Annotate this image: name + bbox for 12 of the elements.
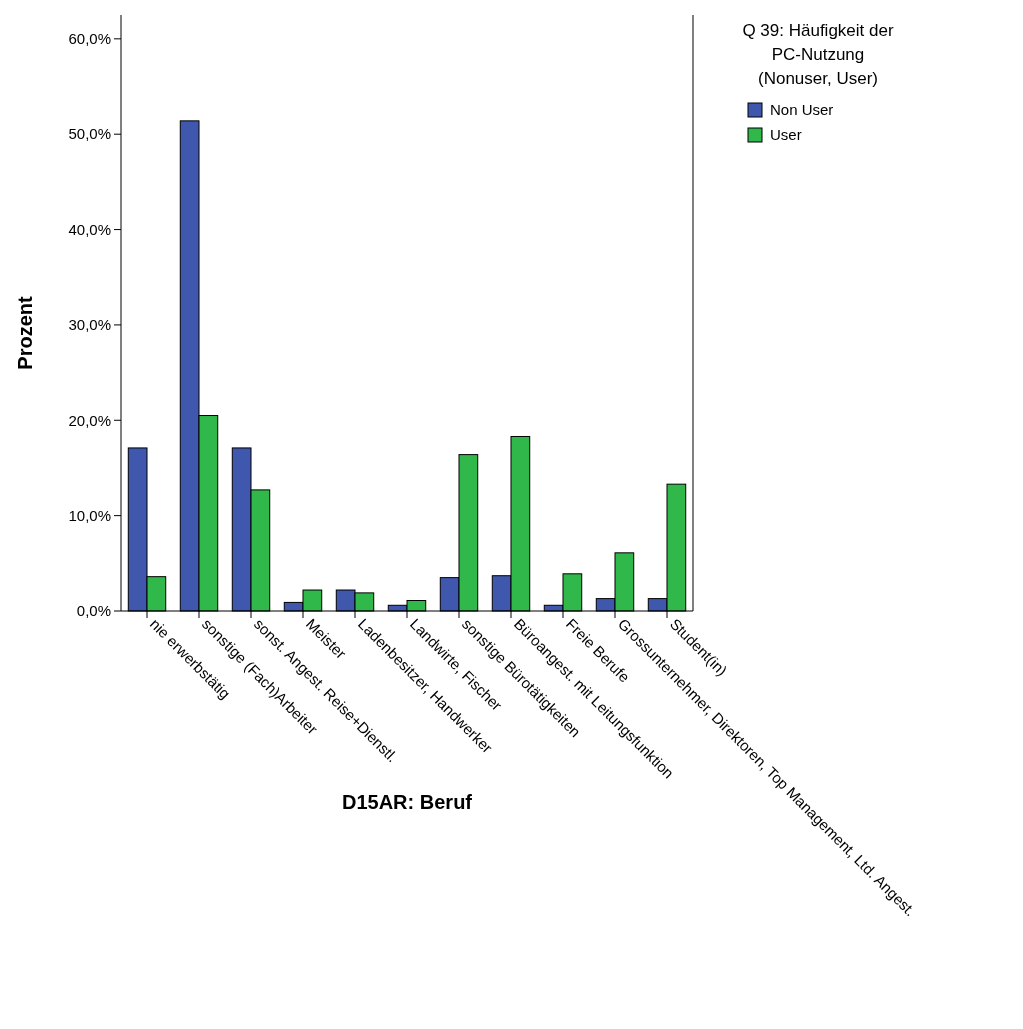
y-tick-label: 10,0% xyxy=(68,506,111,524)
y-axis-title: Prozent xyxy=(14,295,36,370)
legend-label: User xyxy=(770,126,802,144)
legend-label: Non User xyxy=(770,101,834,119)
y-tick-label: 30,0% xyxy=(68,316,111,334)
y-tick-label: 50,0% xyxy=(68,125,111,143)
y-tick-label: 0,0% xyxy=(76,602,111,620)
x-axis-title: D15AR: Beruf xyxy=(341,791,473,813)
y-tick-label: 40,0% xyxy=(68,220,111,238)
legend-title: Q 39: Häufigkeit der PC-Nutzung (Nonuser, User) xyxy=(742,20,894,88)
y-tick-label: 20,0% xyxy=(68,411,111,429)
y-tick-label: 60,0% xyxy=(68,30,111,48)
